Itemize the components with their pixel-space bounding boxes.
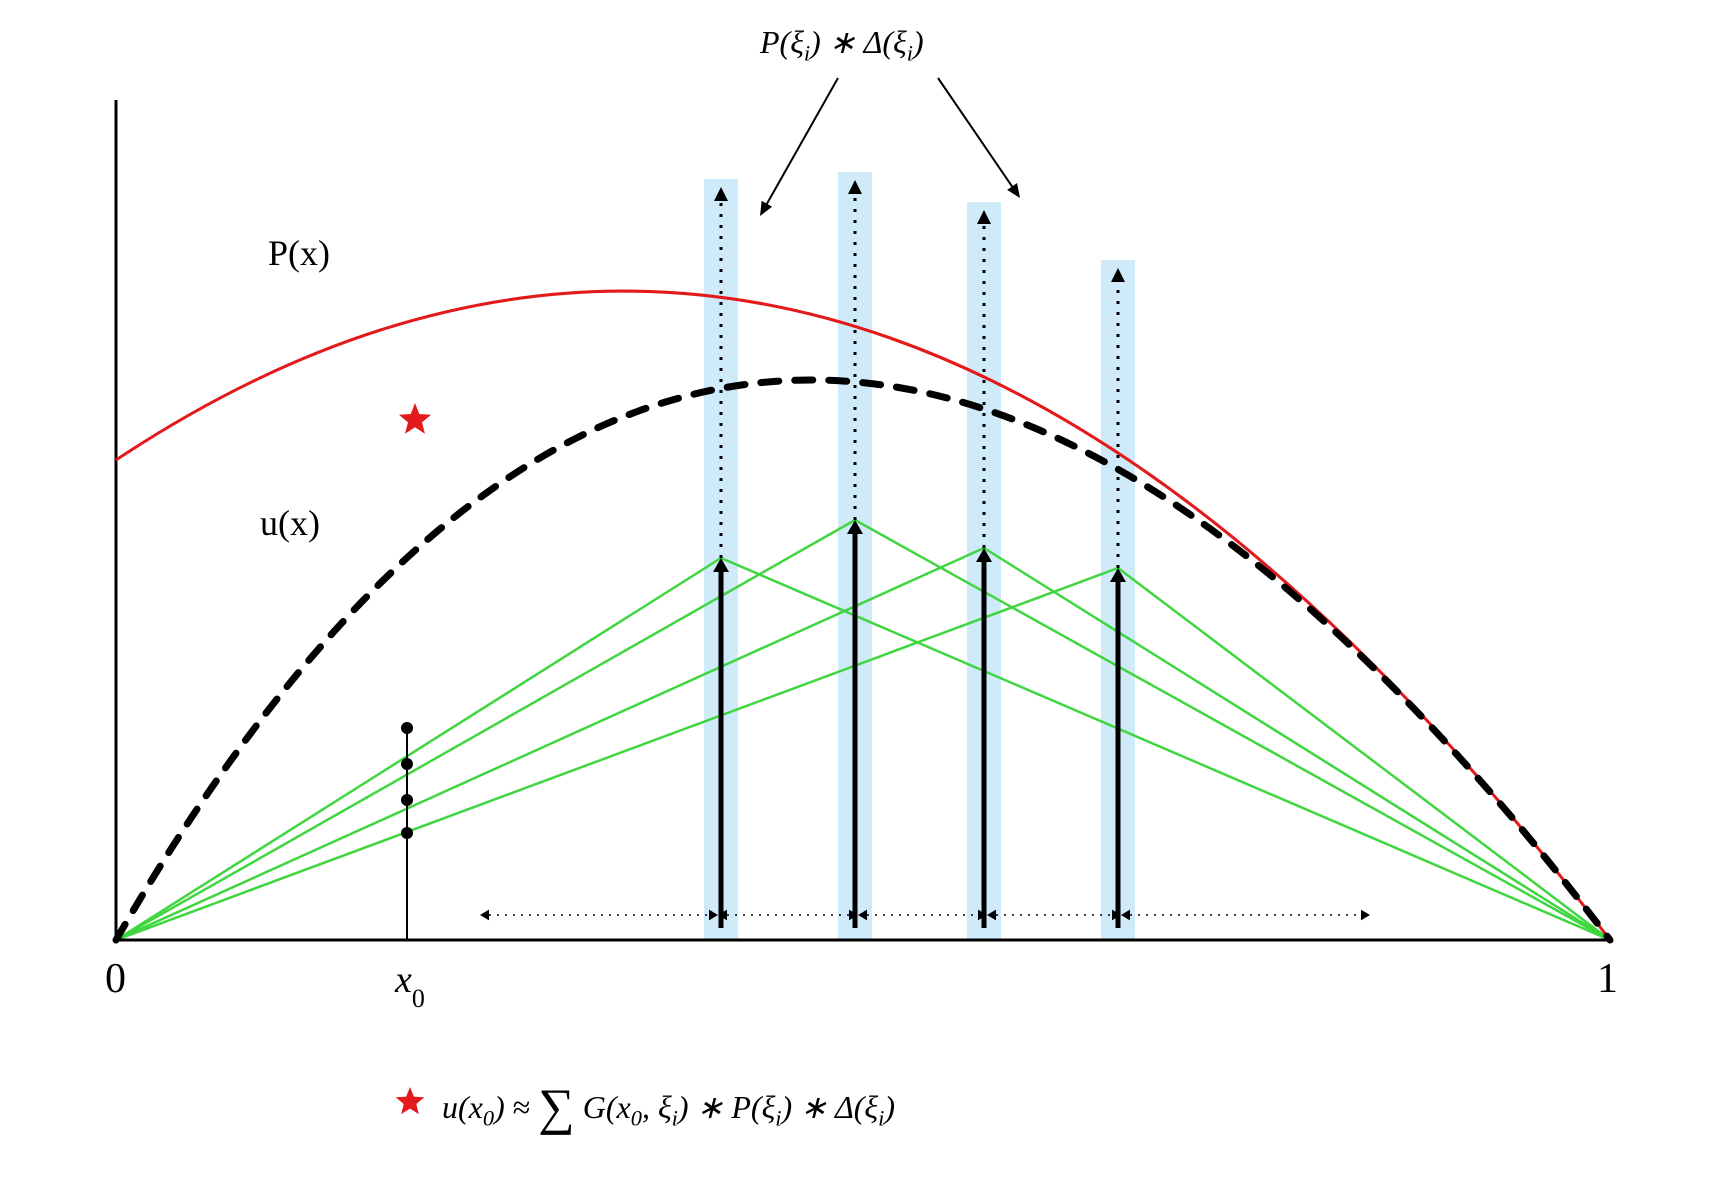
label-P: P(x) bbox=[268, 233, 330, 273]
axis-label-zero: 0 bbox=[105, 956, 126, 1002]
green-line bbox=[984, 548, 1610, 940]
x0-dot bbox=[401, 794, 413, 806]
annotation-arrow bbox=[938, 78, 1018, 194]
caption-formula: u(x0) ≈ ∑ G(x0, ξi) ∗ P(ξi) ∗ Δ(ξi) bbox=[442, 1072, 895, 1131]
label-u: u(x) bbox=[260, 503, 320, 543]
star-icon bbox=[400, 404, 430, 432]
arrowhead-icon bbox=[480, 910, 489, 921]
diagram-stage: P(x) u(x) 0 1 x0 P(ξi) ∗ Δ(ξi) u(x0) ≈ ∑ G(x… bbox=[0, 0, 1728, 1194]
annotation-arrows bbox=[760, 78, 1020, 216]
interval-arrows bbox=[480, 910, 1370, 921]
xi-arrows bbox=[713, 180, 1126, 928]
green-line bbox=[1118, 568, 1610, 940]
arrowhead-icon bbox=[760, 201, 772, 216]
arrowhead-icon bbox=[1007, 183, 1020, 198]
x0-dot bbox=[401, 827, 413, 839]
caption: u(x0) ≈ ∑ G(x0, ξi) ∗ P(ξi) ∗ Δ(ξi) bbox=[392, 1072, 895, 1131]
legend-star-icon bbox=[392, 1084, 428, 1120]
x0-dot bbox=[401, 758, 413, 770]
diagram-svg: P(x) u(x) 0 1 x0 bbox=[0, 0, 1728, 1194]
green-line bbox=[116, 520, 855, 940]
axis-label-x0: x0 bbox=[394, 959, 425, 1013]
annotation-p-delta: P(ξi) ∗ Δ(ξi) bbox=[760, 23, 924, 66]
x0-dot bbox=[401, 722, 413, 734]
arrowhead-icon bbox=[1361, 910, 1370, 921]
annotation-arrow bbox=[762, 78, 838, 212]
axis-label-one: 1 bbox=[1597, 956, 1618, 1002]
